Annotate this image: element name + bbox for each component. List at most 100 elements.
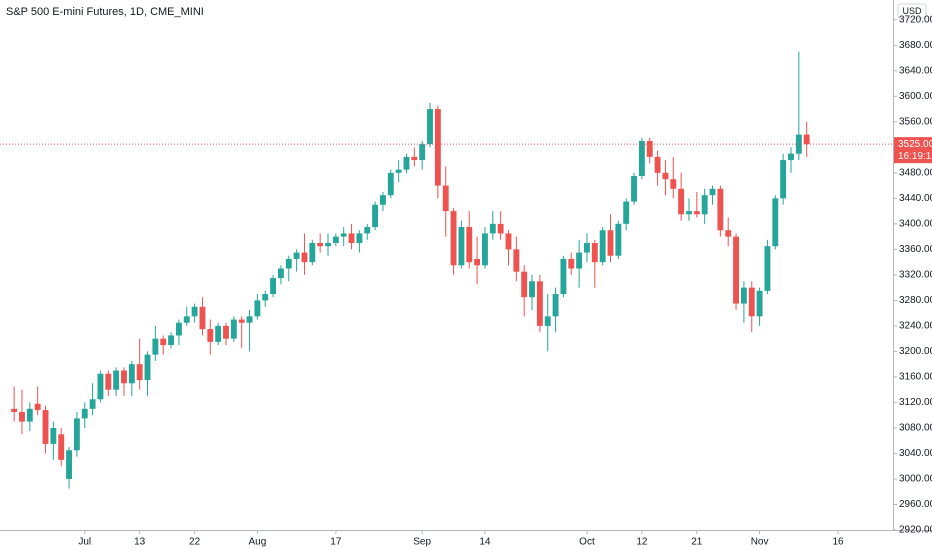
chart-title: S&P 500 E-mini Futures, 1D, CME_MINI — [6, 6, 204, 18]
candle-body — [317, 242, 324, 247]
currency-box — [897, 3, 927, 19]
candle-body — [693, 211, 700, 215]
candle-body — [81, 408, 88, 419]
candle-body — [207, 329, 214, 342]
candle-body — [199, 306, 206, 330]
y-tick-label: 3560.00 — [899, 116, 932, 127]
x-tick-label: 14 — [479, 537, 491, 548]
candle-body — [89, 399, 96, 409]
candle-body — [144, 354, 151, 381]
x-tick-label: 12 — [636, 537, 648, 548]
candle-body — [497, 223, 504, 234]
candle-body — [11, 408, 18, 413]
last-price-box — [894, 137, 932, 164]
candle-body — [364, 227, 371, 234]
x-tick-label: 13 — [134, 537, 146, 548]
y-tick-label: 3640.00 — [899, 65, 932, 76]
x-tick-label: Jul — [78, 537, 91, 548]
x-tick-label: 22 — [189, 537, 201, 548]
candle-body — [740, 287, 747, 304]
candle-body — [42, 410, 49, 444]
candle-body — [262, 294, 269, 301]
candle-body — [607, 230, 614, 256]
y-tick-label: 3200.00 — [899, 346, 932, 357]
candle-body — [450, 211, 457, 266]
candle-body — [536, 281, 543, 326]
candle-body — [285, 258, 292, 269]
candle-body — [725, 230, 732, 237]
candle-body — [293, 252, 300, 259]
y-tick-label: 3120.00 — [899, 397, 932, 408]
candle-body — [58, 434, 65, 460]
candle-body — [733, 236, 740, 304]
x-tick-label: 17 — [330, 537, 342, 548]
candle-body — [379, 195, 386, 205]
candle-body — [756, 290, 763, 317]
y-tick-label: 3080.00 — [899, 423, 932, 434]
candle-body — [591, 242, 598, 263]
candle-body — [403, 156, 410, 170]
candle-body — [662, 172, 669, 180]
candle-body — [521, 271, 528, 298]
candle-body — [26, 408, 33, 422]
y-tick-label: 3240.00 — [899, 321, 932, 332]
candle-body — [748, 287, 755, 317]
y-tick-label: 3720.00 — [899, 14, 932, 25]
candle-body — [395, 169, 402, 173]
x-tick-label: 21 — [691, 537, 703, 548]
y-tick-label: 2920.00 — [899, 525, 932, 536]
candle-body — [701, 195, 708, 215]
candle-body — [325, 242, 331, 247]
currency: USD — [902, 6, 922, 16]
candle-body — [552, 294, 559, 317]
candle-body — [19, 412, 25, 422]
candle-body — [66, 450, 72, 479]
candle-body — [332, 236, 339, 243]
last-price-label: 3525.00 — [898, 139, 932, 150]
y-tick-label: 3040.00 — [899, 448, 932, 459]
candle-body — [631, 176, 637, 202]
y-tick-label: 3680.00 — [899, 40, 932, 51]
candle-body — [646, 140, 653, 157]
candle-body — [372, 204, 379, 228]
candle-body — [340, 233, 347, 237]
candle-body — [411, 156, 418, 161]
candle-body — [482, 233, 488, 266]
y-tick-label: 3600.00 — [899, 91, 932, 102]
candle-body — [175, 322, 182, 336]
candle-body — [348, 233, 355, 243]
candle-body — [623, 201, 630, 224]
candle-body — [215, 325, 222, 342]
candle-body — [772, 198, 779, 247]
candle-body — [529, 281, 535, 298]
candle-body — [654, 156, 661, 173]
x-tick-label: 16 — [833, 537, 845, 548]
candle-body — [105, 373, 112, 390]
candle-body — [466, 227, 473, 263]
candle-body — [599, 230, 606, 263]
y-tick-label: 3280.00 — [899, 295, 932, 306]
candle-body — [584, 242, 590, 253]
y-tick-label: 3480.00 — [899, 167, 932, 178]
y-tick-label: 3000.00 — [899, 474, 932, 485]
candle-body — [686, 211, 692, 215]
candle-body — [50, 427, 57, 444]
x-tick-label: Sep — [413, 537, 431, 548]
candle-body — [34, 403, 41, 411]
candle-body — [97, 373, 104, 400]
candle-body — [301, 252, 308, 263]
candle-body — [780, 160, 787, 199]
candle-body — [442, 185, 449, 212]
candle-body — [136, 364, 143, 381]
candle-body — [560, 258, 567, 295]
candle-body — [121, 370, 127, 384]
candle-body — [254, 300, 261, 317]
y-tick-label: 3160.00 — [899, 372, 932, 383]
y-tick-label: 2960.00 — [899, 499, 932, 510]
candle-body — [270, 278, 277, 295]
candle-body — [576, 252, 583, 269]
candle-body — [474, 258, 481, 266]
candle-body — [568, 258, 575, 269]
